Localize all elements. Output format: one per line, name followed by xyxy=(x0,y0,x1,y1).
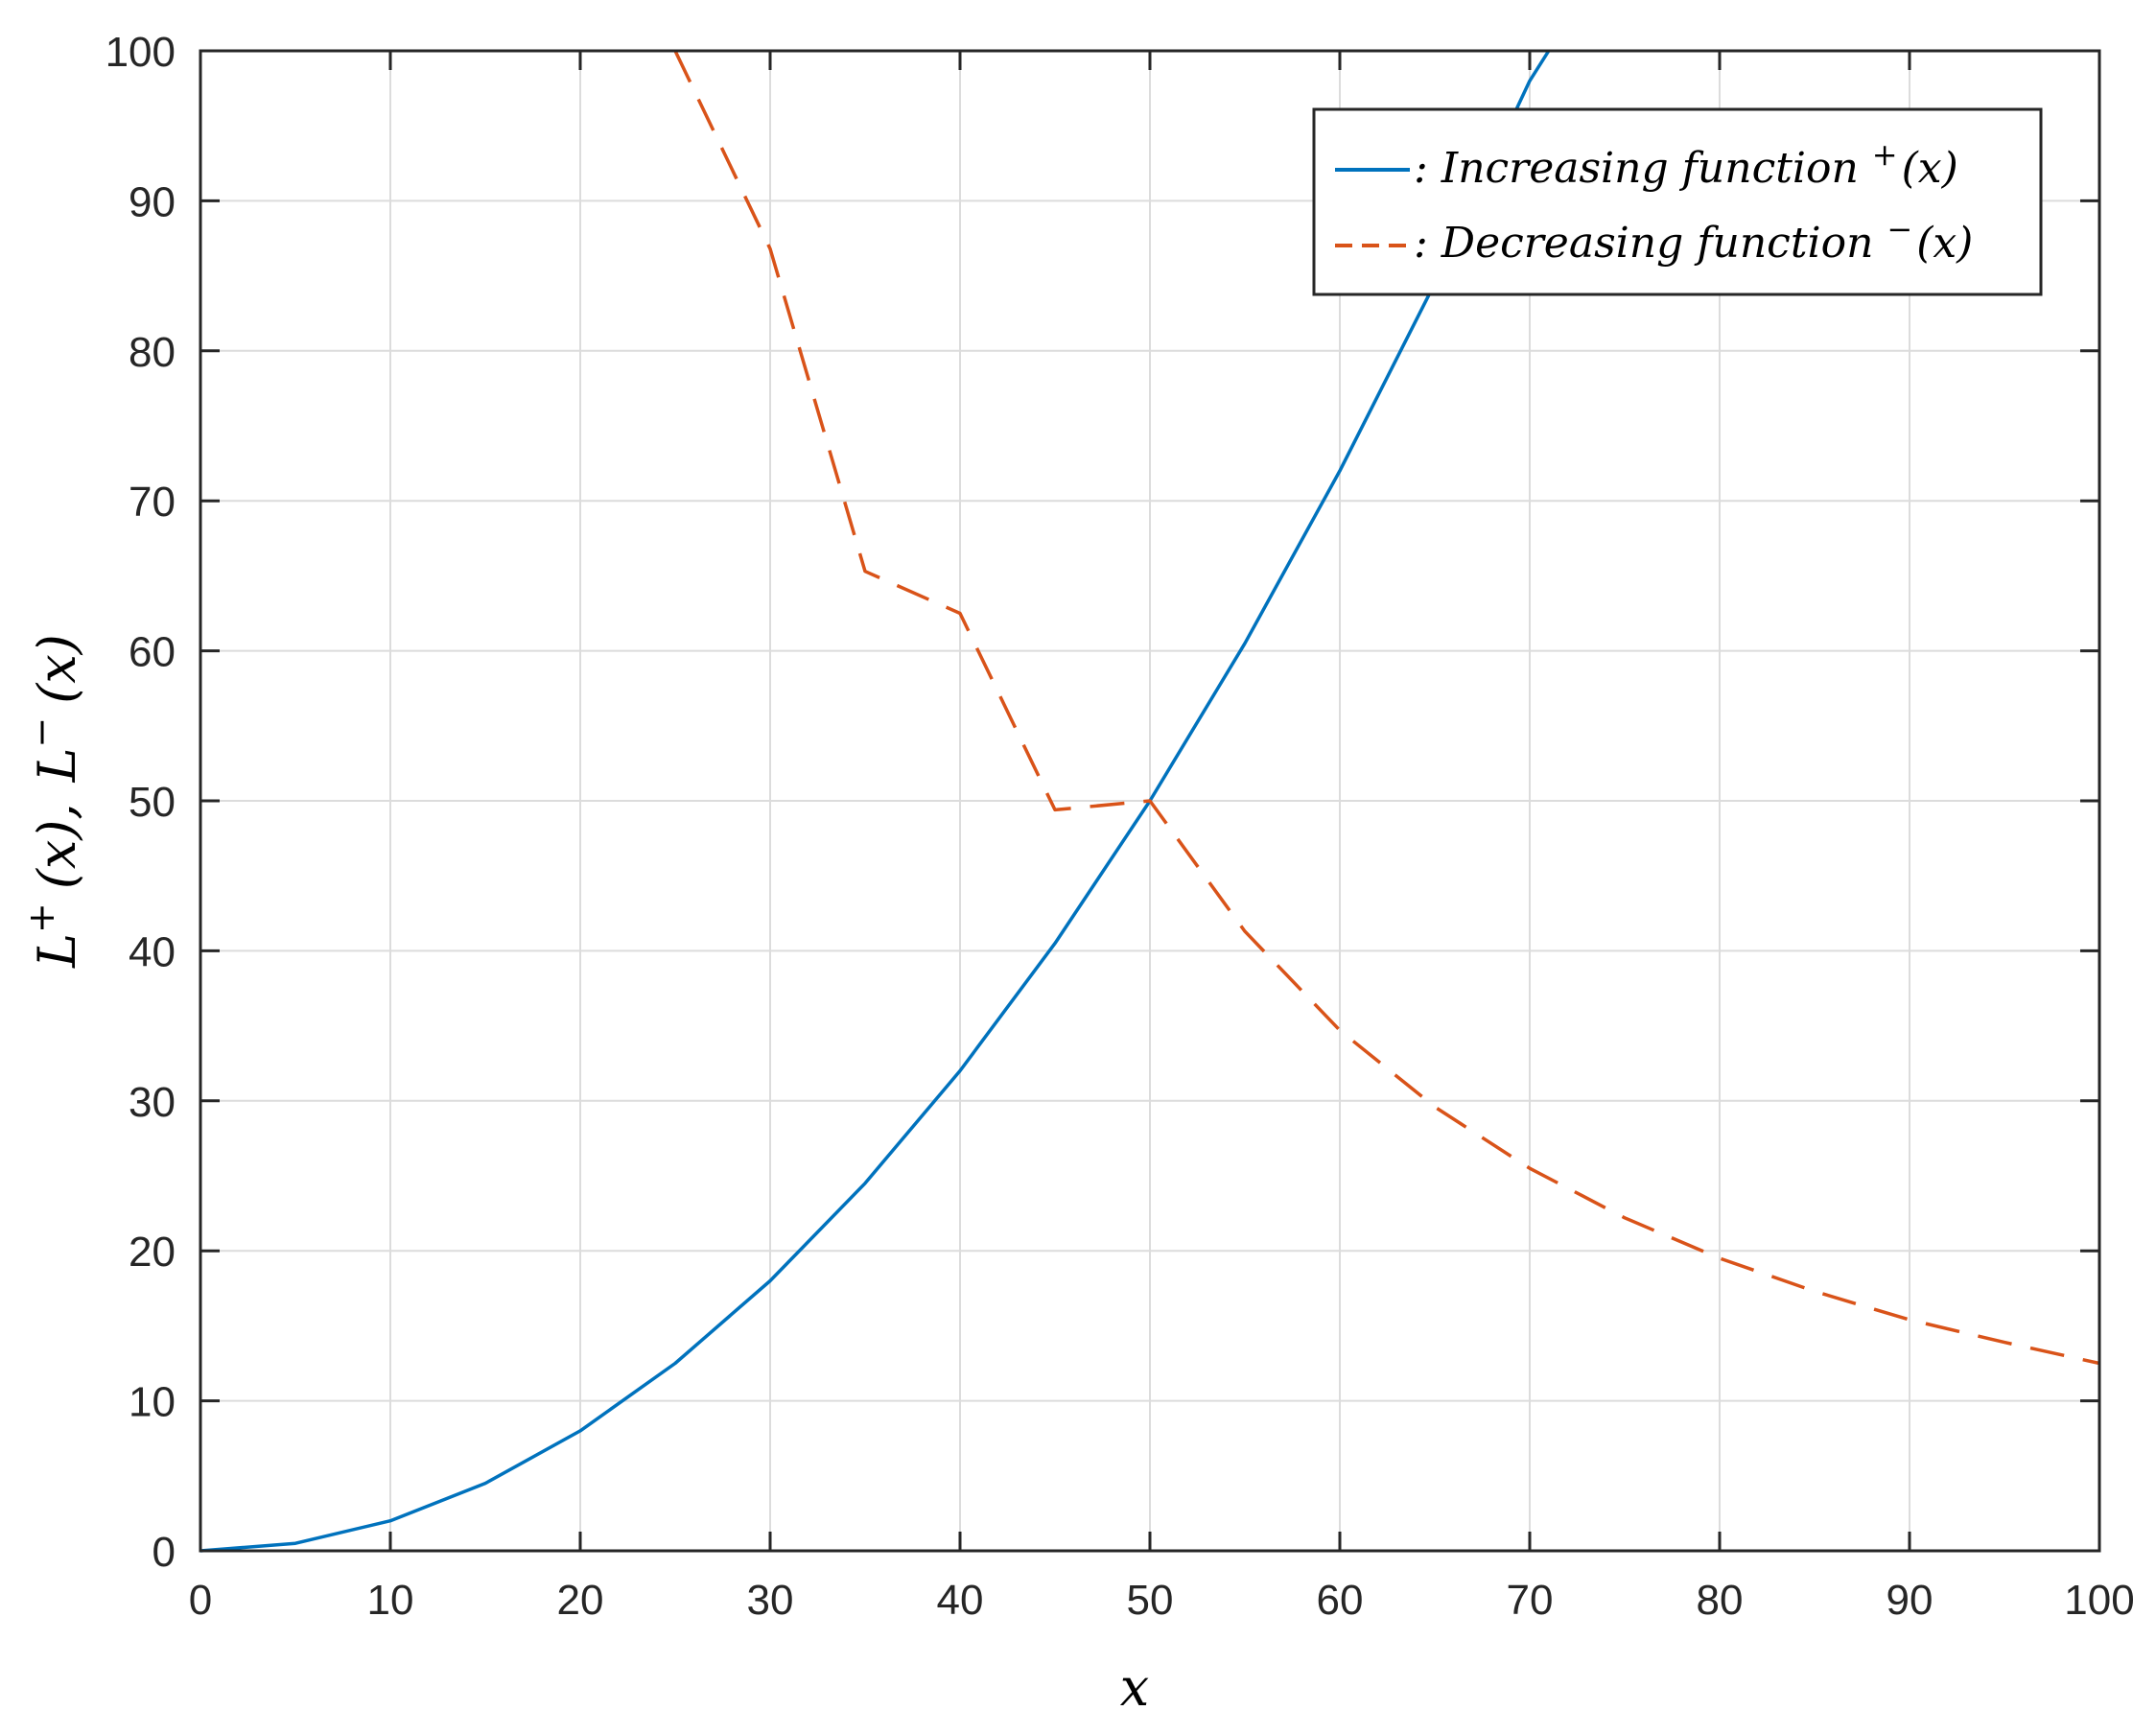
x-axis-label: x xyxy=(1120,1657,1149,1718)
y-tick-label: 20 xyxy=(129,1229,176,1276)
legend-box xyxy=(1312,107,2043,296)
series-decreasing-line xyxy=(673,50,2100,1366)
legend-entry-decreasing: : Decreasing function −(x) xyxy=(1414,211,1973,268)
x-tick-label: 90 xyxy=(1886,1577,1933,1624)
y-label-x2: (x) xyxy=(27,634,87,704)
y-tick-label: 80 xyxy=(129,329,176,376)
plot-frame xyxy=(199,49,2101,1553)
y-label-x1: (x), xyxy=(27,803,87,889)
y-tick-label: 0 xyxy=(152,1529,176,1576)
x-tick-label: 50 xyxy=(1127,1577,1174,1624)
y-label-plus: + xyxy=(20,902,62,933)
x-tick-label: 0 xyxy=(189,1577,212,1624)
legend-entry-increasing: : Increasing function +(x) xyxy=(1414,136,1958,193)
legend-decreasing-sup: − xyxy=(1886,211,1912,247)
y-label-l1: L xyxy=(27,933,87,969)
legend-increasing-suffix: (x) xyxy=(1902,144,1958,193)
y-tick-label: 30 xyxy=(129,1079,176,1126)
y-axis-label: L+(x),L−(x) xyxy=(20,634,87,969)
x-tick-label: 80 xyxy=(1697,1577,1744,1624)
legend-increasing-sup: + xyxy=(1872,136,1898,173)
y-tick-label: 10 xyxy=(129,1379,176,1426)
y-label-minus: − xyxy=(20,717,62,748)
x-tick-label: 40 xyxy=(937,1577,984,1624)
y-tick-label: 100 xyxy=(105,29,176,76)
y-tick-label: 70 xyxy=(129,479,176,526)
x-tick-label: 70 xyxy=(1507,1577,1554,1624)
x-tick-label: 30 xyxy=(747,1577,794,1624)
series-increasing-line xyxy=(199,50,1551,1553)
y-tick-label: 60 xyxy=(129,629,176,676)
y-tick-label: 50 xyxy=(129,779,176,826)
x-tick-label: 10 xyxy=(367,1577,414,1624)
y-tick-label: 90 xyxy=(129,178,176,225)
series-layer xyxy=(199,50,2100,1553)
x-tick-label: 20 xyxy=(557,1577,604,1624)
tick-labels: 0 10 20 30 40 50 60 70 80 90 100 0 10 20 30 40 50 60 70 80 9… xyxy=(105,29,2135,1624)
legend-decreasing-suffix: (x) xyxy=(1916,219,1973,268)
legend-decreasing-text: : Decreasing function xyxy=(1414,219,1886,268)
legend: : Increasing function +(x) : Decreasing … xyxy=(1312,107,2043,296)
y-label-l2: L xyxy=(27,748,87,784)
x-tick-label: 100 xyxy=(2064,1577,2134,1624)
x-tick-label: 60 xyxy=(1317,1577,1364,1624)
y-tick-label: 40 xyxy=(129,928,176,975)
legend-increasing-text: : Increasing function xyxy=(1414,144,1872,193)
